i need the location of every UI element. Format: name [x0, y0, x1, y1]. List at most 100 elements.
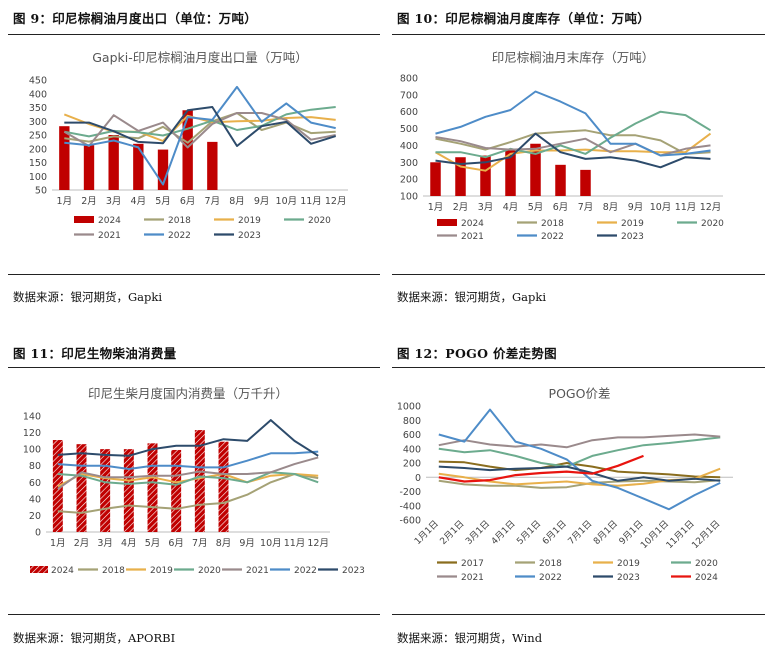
x-tick-label: 9月 — [239, 538, 255, 549]
x-tick-label: 4月1日 — [489, 518, 518, 547]
bar-2024 — [430, 162, 441, 196]
x-tick-label: 9月 — [254, 196, 270, 207]
y-tick-label: 600 — [403, 430, 421, 441]
series-line-2018 — [435, 129, 711, 155]
x-tick-label: 11月 — [300, 196, 322, 207]
x-tick-label: 12月 — [700, 202, 722, 213]
bar-2024 — [194, 430, 205, 532]
x-tick-label: 8月1日 — [591, 518, 620, 547]
legend-label-2023: 2023 — [238, 231, 261, 241]
y-tick-label: 800 — [403, 416, 421, 427]
series-line-2023 — [438, 465, 721, 482]
y-tick-label: 80 — [29, 461, 41, 472]
x-tick-label: 8月 — [603, 202, 619, 213]
x-tick-label: 10月 — [276, 196, 298, 207]
y-tick-label: -200 — [399, 487, 421, 498]
legend-label-2018: 2018 — [539, 559, 562, 569]
bar-2024 — [147, 443, 158, 532]
series-line-2020 — [438, 436, 721, 468]
legend-swatch-2024 — [437, 219, 457, 226]
series-line-2018 — [438, 479, 721, 489]
series-line-2022 — [64, 85, 336, 186]
legend-label-2023: 2023 — [617, 573, 640, 583]
chart-title: Gapki-印尼棕榈油月度出口量（万吨） — [92, 50, 308, 65]
y-tick-label: 0 — [35, 528, 41, 539]
bar-2024 — [530, 143, 541, 196]
series-line-2024 — [438, 454, 644, 483]
figure-9-bottom-rule — [8, 274, 380, 275]
legend-label-2020: 2020 — [198, 566, 221, 576]
y-tick-label: -400 — [399, 501, 421, 512]
figure-12-bottom-rule — [392, 614, 765, 615]
x-tick-label: 6月1日 — [540, 518, 569, 547]
y-tick-label: 250 — [29, 131, 47, 142]
legend-label-2024: 2024 — [98, 216, 121, 226]
x-tick-label: 1月 — [428, 202, 444, 213]
x-tick-label: 10月 — [650, 202, 672, 213]
series-line-2021 — [57, 456, 319, 490]
bar-2024 — [480, 155, 491, 196]
figure-11-title: 图 11：印尼生物柴油消费量 — [13, 346, 177, 361]
bar-2024 — [207, 141, 218, 190]
x-tick-label: 4月 — [131, 196, 147, 207]
x-tick-label: 5月 — [528, 202, 544, 213]
y-tick-label: 200 — [400, 175, 418, 186]
legend-label-2022: 2022 — [294, 566, 317, 576]
y-tick-label: 100 — [400, 192, 418, 203]
x-tick-label: 12月 — [325, 196, 347, 207]
series-line-2023 — [64, 106, 336, 147]
x-tick-label: 7月 — [192, 538, 208, 549]
legend-swatch-2024 — [74, 216, 94, 223]
bar-2024 — [133, 143, 144, 190]
y-tick-label: 120 — [23, 428, 41, 439]
y-tick-label: 450 — [29, 76, 47, 87]
chart-title: 印尼生柴月度国内消费量（万千升） — [88, 386, 288, 401]
legend-label-2017: 2017 — [461, 559, 484, 569]
y-tick-label: 350 — [29, 103, 47, 114]
figure-11-source: 数据来源：银河期货，APORBI — [13, 631, 176, 645]
x-tick-label: 6月 — [168, 538, 184, 549]
legend-swatch-2024 — [30, 566, 48, 573]
legend-label-2023: 2023 — [342, 566, 365, 576]
y-tick-label: 300 — [400, 158, 418, 169]
figure-11-chart: 印尼生柴月度国内消费量（万千升） 0 20 40 60 80 100 120 140 1月 2月 3月… — [23, 386, 365, 576]
legend-label-2018: 2018 — [168, 216, 191, 226]
bar-2024 — [108, 135, 119, 190]
x-tick-label: 1月 — [57, 196, 73, 207]
x-tick-label: 8月 — [216, 538, 232, 549]
y-tick-label: 150 — [29, 158, 47, 169]
legend-label-2024: 2024 — [51, 566, 74, 576]
y-tick-label: 60 — [29, 478, 41, 489]
bar-2024 — [123, 449, 134, 532]
legend-label-2019: 2019 — [617, 559, 640, 569]
series-line-2018 — [57, 473, 319, 514]
legend-label-2021: 2021 — [461, 573, 484, 583]
series-line-2020 — [435, 110, 712, 159]
bar-2024 — [59, 126, 70, 190]
x-tick-label: 5月 — [155, 196, 171, 207]
y-tick-label: 50 — [35, 186, 47, 197]
y-tick-label: 100 — [29, 172, 47, 183]
y-tick-label: 800 — [400, 74, 418, 85]
figure-9-top-rule — [8, 34, 380, 35]
legend-label-2020: 2020 — [695, 559, 718, 569]
x-tick-label: 10月 — [260, 538, 282, 549]
figure-9-title: 图 9：印尼棕榈油月度出口（单位：万吨） — [13, 11, 258, 26]
x-tick-label: 2月 — [81, 196, 97, 207]
legend-label-2020: 2020 — [308, 216, 331, 226]
y-tick-label: 600 — [400, 107, 418, 118]
legend-label-2019: 2019 — [238, 216, 261, 226]
x-tick-label: 5月1日 — [515, 518, 544, 547]
x-tick-label: 9月 — [628, 202, 644, 213]
x-tick-label: 2月1日 — [438, 518, 467, 547]
bar-2024 — [171, 449, 182, 532]
figure-12-source: 数据来源：银河期货，Wind — [397, 631, 543, 645]
y-tick-label: 100 — [23, 445, 41, 456]
legend-label-2022: 2022 — [541, 232, 564, 242]
figure-12-title: 图 12：POGO 价差走势图 — [397, 346, 557, 361]
x-tick-label: 8月 — [229, 196, 245, 207]
y-tick-label: 0 — [415, 473, 421, 484]
figure-10-top-rule — [392, 34, 765, 35]
series-line-2023 — [57, 419, 319, 457]
x-tick-label: 5月 — [145, 538, 161, 549]
